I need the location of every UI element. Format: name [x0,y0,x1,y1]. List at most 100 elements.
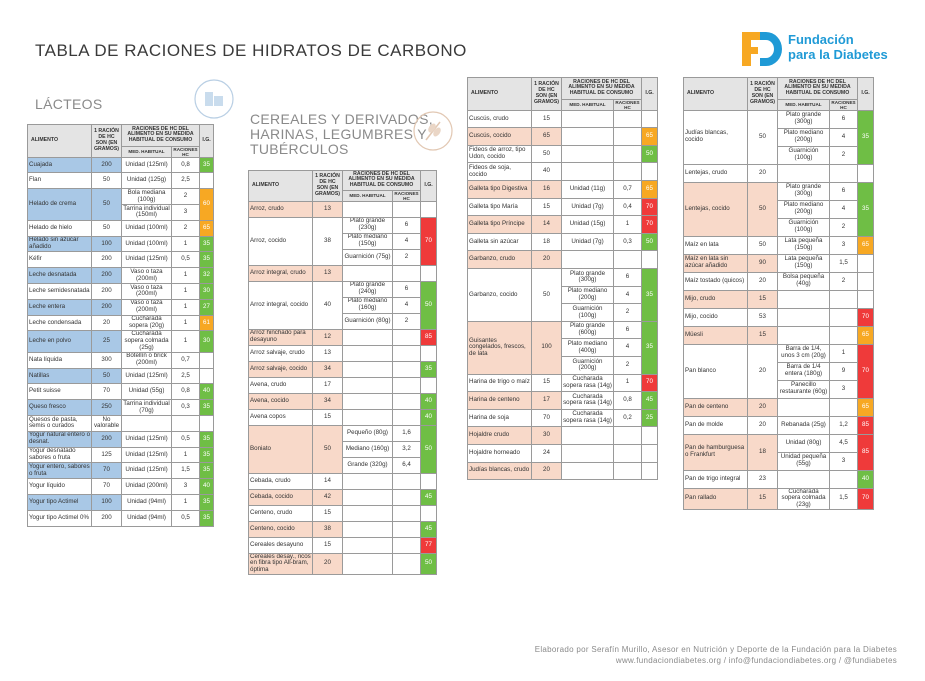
section-title-cereales: CEREALES Y DERIVADOS, HARINAS, LEGUMBRES… [250,111,433,157]
usual-measure: Unidad (125ml) [121,367,172,385]
hc-rations: 1 [171,330,200,353]
brand-logo[interactable]: Fundación para la Diabetes [740,26,900,71]
hc-rations: 2 [171,188,200,206]
grams-per-ration: 23 [747,469,778,489]
glycemic-index [420,472,437,490]
grams-per-ration: 14 [312,472,343,490]
food-name: Pan de molde [683,415,748,435]
food-name: Flan [27,172,92,190]
header-ig: I.G. [199,124,214,158]
header-racion: 1 RACIÓN DE HC SON (EN GRAMOS) [312,170,343,202]
header-raciones-group: RACIONES DE HC DEL ALIMENTO EN SU MEDIDA… [342,170,421,191]
grams-per-ration: 30 [531,426,562,445]
table-row: Cuscús, crudo 15 [467,109,658,129]
glycemic-index [641,426,658,445]
hc-rations [829,289,858,309]
hc-rations: 0,8 [171,156,200,174]
header-alimento: ALIMENTO [683,77,748,111]
glycemic-index [420,376,437,394]
hc-rations [392,472,421,490]
usual-measure [777,163,830,183]
usual-measure [561,162,614,182]
glycemic-index: 70 [420,216,437,266]
table-row: Guarnición (100g) 2 [684,217,874,237]
usual-measure [342,376,393,394]
glycemic-index: 35 [641,268,658,322]
table-row: Guarnición (100g) 2 [468,303,658,322]
table-row: Hojaldre horneado 24 [467,443,658,463]
footer-credit: Elaborado por Serafín Murillo, Asesor en… [534,645,897,654]
table-row: Yogur natural entero o desnat. 200 Unidad … [27,430,214,448]
hc-rations: 4 [392,232,421,250]
table-row: Leche semidesnatada 200 Vaso o taza (200ml… [27,283,214,300]
table-row: Fideos de arroz, tipo Udon, cocido 50 50 [467,144,658,164]
food-name: Arroz integral, crudo [248,264,313,282]
usual-measure: Plato mediano (200g) [777,199,830,219]
grams-per-ration: 20 [312,552,343,575]
ration-table: ALIMENTO 1 RACIÓN DE HC SON (EN GRAMOS) RA… [248,170,437,575]
glycemic-index: 40 [199,478,214,496]
milk-icon [194,79,234,119]
hc-rations: 6 [613,268,642,287]
table-row: Avena, crudo 17 [248,376,437,394]
food-name: Judías blancas, cocido [683,109,748,165]
food-name: Cebada, cocido [248,488,313,506]
table-row: Yogur tipo Actimel 100 Unidad (94ml) 1 35 [27,494,214,511]
hc-rations [613,443,642,463]
food-name: Mijo, crudo [683,289,748,309]
header-raciones-hc: RACIONES HC [613,98,642,111]
glycemic-index: 45 [641,391,658,410]
hc-rations: 2 [613,356,642,375]
hc-rations [613,250,642,270]
hc-rations: 4 [392,296,421,314]
grams-per-ration: 13 [312,264,343,282]
table-row: Pan blanco 20 Barra de 1/4, unos 3 cm (20g… [683,343,874,399]
header-med-habitual: MED. HABITUAL [342,189,393,202]
usual-measure [561,443,614,463]
food-name: Hojaldre crudo [467,426,532,445]
glycemic-index: 61 [199,314,214,332]
grams-per-ration: 15 [747,289,778,309]
table-row: Pan rallado 15 Cucharada sopera colmada (2… [683,487,874,511]
table-row: Maíz tostado (quicos) 20 Bolsa pequeña (40… [683,271,874,291]
food-name: Cereales desay., ricos en fibra tipo All… [248,552,313,575]
hc-rations: 0,4 [613,197,642,217]
table-row: Harina de soja 70 Cucharada sopera rasa (1… [467,408,658,428]
food-name: Yogur tipo Actimel 0% [27,509,92,527]
grams-per-ration: 20 [531,461,562,481]
glycemic-index: 50 [420,280,437,330]
hc-rations: 2 [613,303,642,322]
table-row: Fideos de soja, cocido 40 [467,162,658,182]
hc-rations: 0,2 [613,408,642,428]
glycemic-index: 70 [857,343,874,399]
page-title: TABLA DE RACIONES DE HIDRATOS DE CARBONO [35,41,467,60]
grams-per-ration: 50 [747,181,778,237]
grams-per-ration: 50 [91,219,122,237]
usual-measure [342,536,393,554]
glycemic-index [641,443,658,463]
table-row: Leche en polvo 25 Cucharada sopera colmada… [27,330,214,353]
wheat-icon [413,111,453,151]
header-raciones-hc: RACIONES HC [829,98,858,111]
table-row: Unidad pequeña (55g) 3 [684,451,874,471]
table-row: Guarnición (80g) 2 [249,312,437,330]
header-raciones-group: RACIONES DE HC DEL ALIMENTO EN SU MEDIDA… [121,124,200,147]
hc-rations: 1,2 [829,415,858,435]
footer-links[interactable]: www.fundaciondiabetes.org / info@fundaci… [615,656,897,665]
usual-measure [777,307,830,327]
food-name: Pan rallado [683,487,748,511]
food-name: Galleta tipo Príncipe [467,215,532,234]
food-name: Leche en polvo [27,330,92,353]
ration-table: ALIMENTO 1 RACIÓN DE HC SON (EN GRAMOS) RA… [467,77,658,481]
usual-measure [342,264,393,282]
grams-per-ration: 24 [531,443,562,463]
table-row: Plato mediano (150g) 4 [249,232,437,250]
table-row: Helado de hielo 50 Unidad (100ml) 2 65 [27,219,214,237]
grams-per-ration: 200 [91,298,122,316]
hc-rations: 3 [829,451,858,471]
usual-measure [777,325,830,345]
grams-per-ration: 18 [531,232,562,252]
hc-rations: 1 [171,298,200,316]
usual-measure: Unidad (94ml) [121,509,172,527]
glycemic-index: 85 [857,415,874,435]
